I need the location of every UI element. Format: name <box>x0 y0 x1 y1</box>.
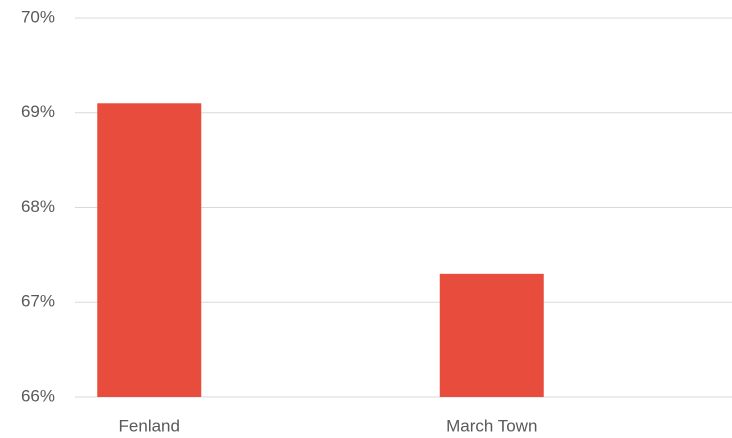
y-tick-label: 66% <box>21 386 55 405</box>
bar <box>97 103 202 398</box>
y-tick-label: 67% <box>21 292 55 311</box>
y-tick-label: 68% <box>21 197 55 216</box>
y-tick-label: 69% <box>21 102 55 121</box>
x-tick-label: March Town <box>446 416 537 435</box>
bar <box>439 273 544 397</box>
x-tick-label: Fenland <box>119 416 180 435</box>
y-tick-label: 70% <box>21 7 55 26</box>
